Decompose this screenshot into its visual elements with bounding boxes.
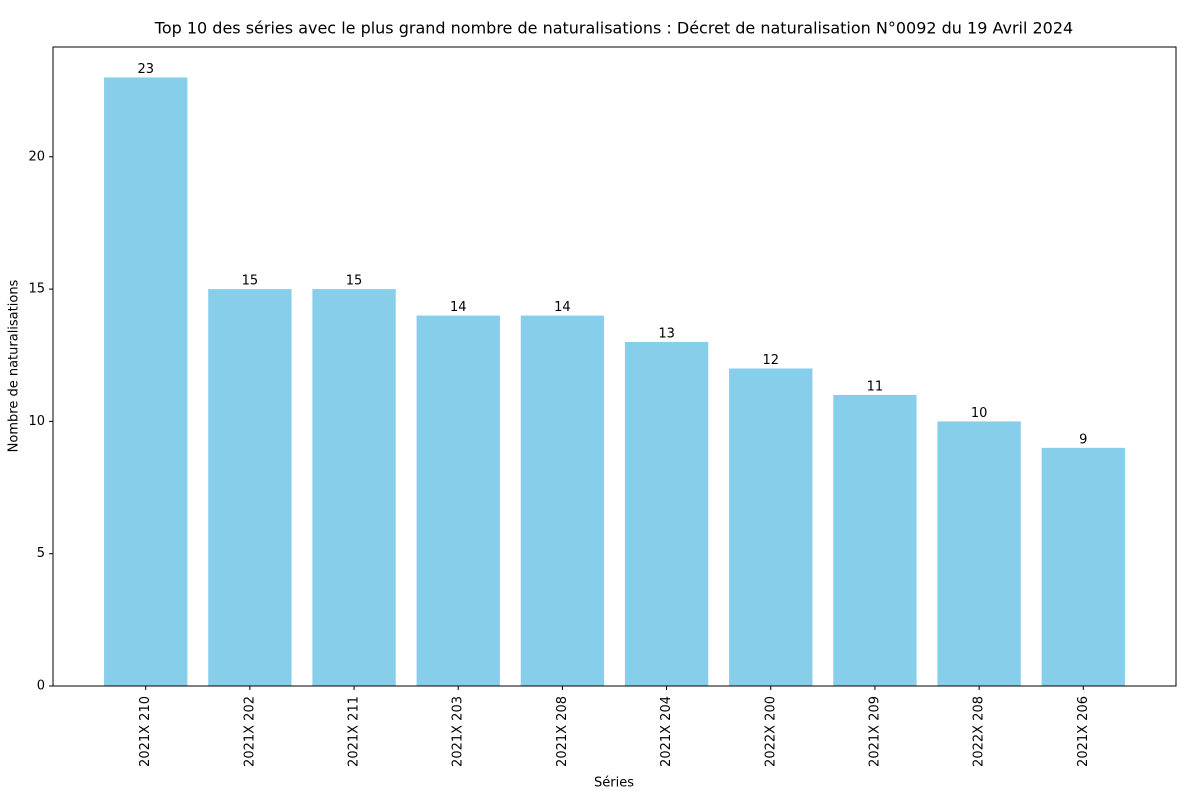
data-label: 14 [554, 300, 571, 315]
data-label: 23 [137, 62, 154, 77]
x-tick-label: 2021X 204 [659, 696, 674, 767]
bar [104, 77, 188, 686]
bar [937, 421, 1021, 686]
plot-frame [52, 46, 1177, 687]
x-tick-label: 2021X 211 [347, 696, 362, 767]
bar [208, 289, 292, 686]
data-label: 13 [658, 327, 675, 342]
bar [416, 315, 500, 686]
bar [312, 289, 396, 686]
bar [520, 315, 605, 686]
x-tick-label: 2021X 208 [555, 696, 570, 767]
data-label: 14 [450, 300, 467, 315]
data-label: 9 [1079, 432, 1087, 447]
chart-title: Top 10 des séries avec le plus grand nom… [154, 19, 1073, 38]
data-label: 10 [971, 406, 988, 421]
x-tick-label: 2021X 206 [1076, 696, 1091, 767]
x-tick-label: 2021X 210 [138, 696, 153, 767]
bar [1041, 447, 1125, 686]
y-tick-label: 15 [28, 282, 45, 297]
y-tick-label: 0 [37, 679, 45, 694]
bar [833, 394, 917, 686]
x-tick-label: 2022X 200 [763, 696, 778, 767]
data-label: 15 [346, 274, 363, 289]
data-label: 12 [762, 353, 779, 368]
bar [729, 368, 813, 686]
bar [624, 342, 709, 686]
x-tick-label: 2021X 202 [242, 696, 257, 767]
x-tick-label: 2021X 209 [867, 696, 882, 767]
y-tick-label: 10 [28, 414, 45, 429]
data-label: 15 [242, 274, 259, 289]
y-tick-label: 20 [28, 149, 45, 164]
x-axis-label: Séries [594, 776, 634, 791]
y-axis-label: Nombre de naturalisations [7, 279, 22, 452]
y-tick-label: 5 [37, 546, 45, 561]
x-tick-label: 2022X 208 [972, 696, 987, 767]
x-tick-label: 2021X 203 [451, 696, 466, 767]
data-label: 11 [867, 379, 884, 394]
